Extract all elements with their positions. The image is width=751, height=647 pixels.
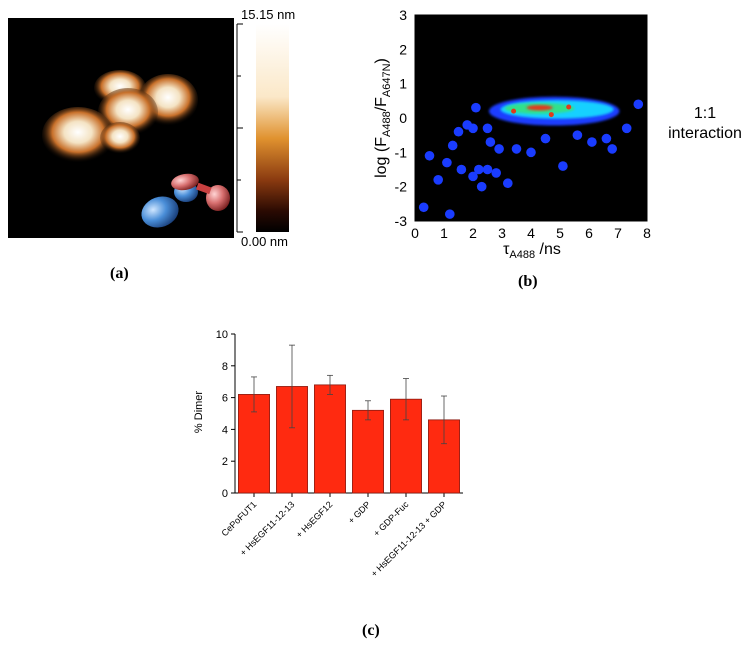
density-point [511,144,522,154]
caption-b: (b) [518,273,538,290]
density-point [468,171,478,182]
x-tick-label: 5 [556,225,564,241]
density-point [476,181,487,192]
density-point [601,133,612,144]
y-tick-label: 2 [222,456,228,468]
y-tick-label: 8 [222,361,228,373]
x-tick-label: + HsEGF12 [294,499,335,540]
density-point [526,147,536,158]
heatmap-ylabel: log (FA488/FA647N) [373,58,393,178]
scale-max-label: 15.15 nm [241,7,295,22]
afm-svg: 15.15 nm 0.00 nm [8,7,295,249]
density-point [453,126,464,137]
density-point [482,164,493,175]
density-point [471,102,481,113]
density-point [447,140,458,151]
density-point [456,164,467,175]
x-tick-label: + GDP-Fuc [371,499,410,538]
density-point [621,123,632,134]
density-point [572,130,583,140]
molecule-model [141,173,230,228]
density-point [445,209,455,219]
svg-text:log (FA488/FA647N): log (FA488/FA647N) [373,58,393,178]
caption-c: (c) [362,622,380,639]
y-tick-label: 2 [399,41,407,57]
y-tick-label: 3 [399,7,407,23]
y-tick-label: 0 [222,488,228,500]
heatmap-density [418,96,644,219]
y-tick-label: 0 [399,110,407,126]
x-tick-label: + GDP [346,499,372,525]
density-point [485,137,496,147]
density-point [607,144,617,154]
y-tick-label: 1 [399,76,407,92]
bar [352,409,384,494]
x-tick-label: + HsEGF11-12-13 + GDP [369,499,448,578]
y-tick-label: -3 [395,213,408,229]
density-point [540,133,551,144]
y-tick-label: -2 [395,179,408,195]
x-tick-label: 7 [614,225,622,241]
scale-min-label: 0.00 nm [241,234,288,249]
afm-panel: 15.15 nm 0.00 nm [0,0,320,290]
density-point [633,99,644,110]
heatmap-panel: 0 1 2 3 4 5 6 7 8 3 2 1 0 -1 -2 -3 log (FA488/FA647N) τ… [360,0,751,290]
density-point [494,144,504,154]
x-tick-label: CePoFUT1 [220,499,259,538]
x-tick-label: 1 [440,225,448,241]
density-peak [548,112,554,118]
density-point [462,120,472,130]
x-tick-label: 8 [643,225,651,241]
bar-panel: 0 2 4 6 8 10 CePoFUT1 + HsEGF11-12-13 + HsEGF12 +… [180,320,480,620]
density-point [433,175,443,185]
y-tick-label: -1 [395,144,408,160]
density-point [558,161,568,171]
x-tick-label: 2 [469,225,477,241]
density-point [482,123,493,134]
afm-features [42,70,198,163]
x-tick-label: 3 [498,225,506,241]
y-tick-label: 10 [216,329,228,341]
density-point [503,178,513,189]
density-peak [511,108,517,114]
density-contour-3 [526,104,553,111]
density-peak [566,104,572,110]
heatmap-xlabel: τA488 /ns [503,241,561,261]
heatmap-axes: 0 1 2 3 4 5 6 7 8 3 2 1 0 -1 -2 -3 [395,7,652,241]
annotation-ratio: 1:1 [694,105,716,122]
bar-ylabel: % Dimer [193,391,205,434]
x-tick-label: 6 [585,225,593,241]
heatmap-svg: 0 1 2 3 4 5 6 7 8 3 2 1 0 -1 -2 -3 log (FA488/FA647N) τ… [373,7,742,261]
y-tick-label: 4 [222,424,228,436]
density-point [424,150,435,161]
annotation-text: interaction [668,125,742,142]
density-point [587,137,597,147]
x-tick-label: 4 [527,225,535,241]
color-scale-bar [256,24,289,232]
density-point [491,168,501,178]
density-point [474,164,484,175]
x-tick-label: 0 [411,225,419,241]
y-tick-label: 6 [222,393,228,405]
density-point [442,157,452,168]
density-point [418,202,429,213]
bar-marks [238,344,460,494]
bar [314,384,346,494]
caption-a: (a) [110,265,129,282]
